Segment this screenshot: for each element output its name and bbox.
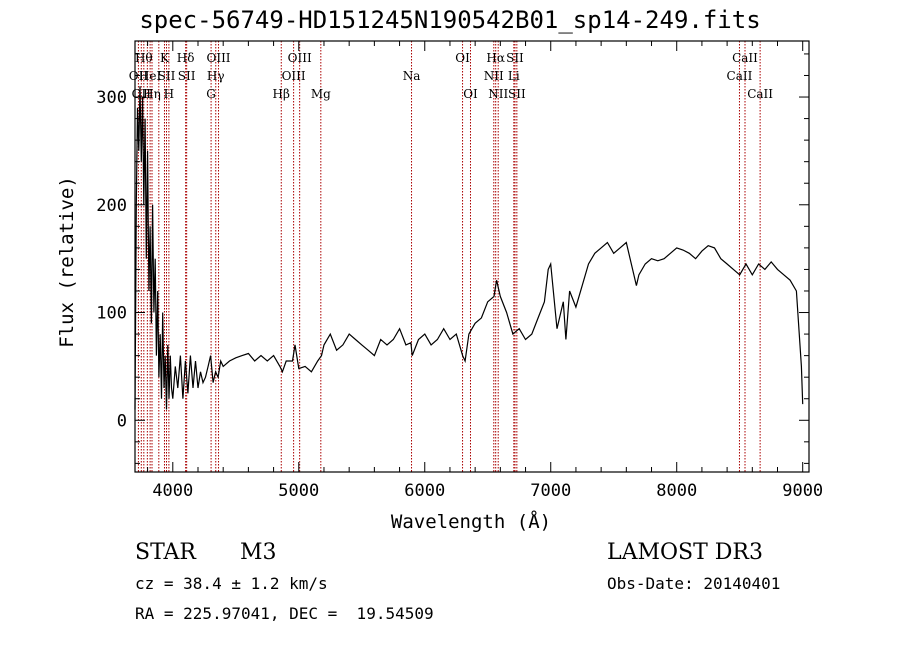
emission-line-label: HeI — [139, 69, 162, 83]
emission-line-label: G — [206, 87, 216, 101]
coordinates: RA = 225.97041, DEC = 19.54509 — [135, 604, 434, 623]
emission-line-label: SII — [158, 69, 176, 83]
emission-line-label: Mg — [311, 87, 331, 101]
survey-name: LAMOST DR3 — [607, 540, 763, 565]
x-tick-label: 8000 — [656, 481, 697, 501]
emission-line-label: Hα — [486, 51, 505, 65]
emission-line-label: Li — [508, 69, 520, 83]
emission-line-label: OI — [455, 51, 470, 65]
emission-line-labels: OIIOIIHθHeIHηKSIIHHδSIIGHγOIIIHβOIIIOIII… — [129, 51, 774, 101]
emission-line-label: Hη — [143, 87, 161, 101]
emission-line-label: CaII — [747, 87, 773, 101]
plot-frame — [134, 40, 810, 473]
y-tick-label: 200 — [96, 196, 127, 216]
x-tick-label: 5000 — [278, 481, 319, 501]
object-subclass: M3 — [240, 540, 277, 565]
redshift-cz: cz = 38.4 ± 1.2 km/s — [135, 574, 328, 593]
x-tick-label: 7000 — [530, 481, 571, 501]
object-class: STAR — [135, 540, 196, 565]
emission-line-label: Na — [403, 69, 421, 83]
emission-line-label: CaII — [727, 69, 753, 83]
emission-line-label: OIII — [288, 51, 312, 65]
emission-line-label: OIII — [206, 51, 230, 65]
emission-line-label: Hθ — [135, 51, 153, 65]
emission-line-label: OIII — [282, 69, 306, 83]
x-tick-label: 9000 — [782, 481, 823, 501]
emission-line-label: NII — [484, 69, 504, 83]
emission-line-label: OII — [129, 69, 149, 83]
y-tick-label: 0 — [117, 411, 127, 431]
emission-line-label: Hγ — [207, 69, 225, 83]
emission-line-label: SII — [508, 87, 526, 101]
emission-line-label: SII — [506, 51, 524, 65]
y-axis-label: Flux (relative) — [56, 176, 78, 348]
emission-line-label: H — [164, 87, 174, 101]
spectrum-line — [134, 86, 804, 410]
emission-line-label: Hβ — [273, 87, 290, 101]
y-axis-ticks: 0 100 200 300 — [96, 53, 809, 464]
emission-line-label: CaII — [732, 51, 758, 65]
emission-line-label: NII — [488, 87, 508, 101]
emission-line-label: K — [160, 51, 170, 65]
obs-date: Obs-Date: 20140401 — [607, 574, 781, 593]
x-axis-ticks: 4000 5000 6000 7000 8000 9000 — [147, 41, 823, 501]
x-tick-label: 6000 — [404, 481, 445, 501]
x-axis-label: Wavelength (Å) — [391, 510, 551, 533]
emission-line-label: OI — [463, 87, 478, 101]
y-tick-label: 100 — [96, 304, 127, 324]
emission-line-label: Hδ — [177, 51, 195, 65]
y-tick-label: 300 — [96, 88, 127, 108]
chart-title: spec-56749-HD151245N190542B01_sp14-249.f… — [139, 6, 761, 34]
x-tick-label: 4000 — [152, 481, 193, 501]
emission-line-label: SII — [178, 69, 196, 83]
